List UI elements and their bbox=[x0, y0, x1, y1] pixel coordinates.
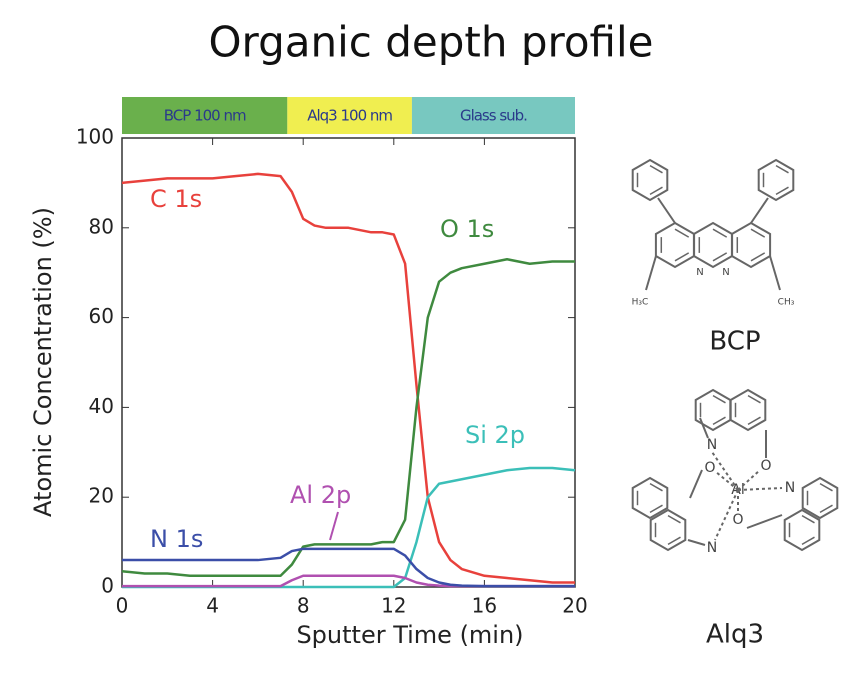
atom-label: N bbox=[722, 267, 729, 278]
double-bond bbox=[649, 504, 663, 514]
x-tick-label: 4 bbox=[206, 594, 219, 618]
double-bond bbox=[801, 514, 815, 524]
x-tick-label: 12 bbox=[381, 594, 406, 618]
chart-title: Organic depth profile bbox=[209, 18, 654, 67]
atom-label: N bbox=[707, 437, 717, 453]
layer-band bbox=[411, 97, 575, 134]
double-bond bbox=[674, 228, 690, 238]
double-bond bbox=[747, 394, 761, 404]
double-bond bbox=[801, 536, 815, 546]
double-bond bbox=[775, 164, 789, 174]
bond bbox=[699, 417, 709, 439]
ring bbox=[729, 388, 767, 432]
layer-label: BCP 100 nm bbox=[164, 107, 246, 125]
ring bbox=[631, 476, 669, 520]
series-line bbox=[121, 257, 575, 578]
bond bbox=[657, 197, 676, 224]
bond bbox=[746, 514, 783, 529]
series-label: Al 2p bbox=[290, 481, 351, 509]
double-bond bbox=[667, 536, 681, 546]
ring bbox=[730, 221, 772, 269]
bond bbox=[769, 255, 781, 291]
y-tick-label: 20 bbox=[89, 484, 114, 508]
double-bond bbox=[712, 394, 726, 404]
ring bbox=[757, 158, 795, 202]
ring bbox=[631, 158, 669, 202]
series-label: C 1s bbox=[150, 185, 202, 213]
double-bond bbox=[712, 252, 728, 262]
atom-label: N bbox=[696, 267, 703, 278]
double-bond bbox=[667, 514, 681, 524]
y-tick-label: 80 bbox=[89, 214, 114, 238]
bond bbox=[687, 539, 706, 546]
series-label: O 1s bbox=[440, 215, 494, 243]
y-tick-label: 100 bbox=[76, 125, 114, 149]
double-bond bbox=[712, 416, 726, 426]
bond bbox=[737, 469, 761, 491]
layer-label: Glass sub. bbox=[460, 107, 527, 125]
bond bbox=[715, 471, 739, 491]
layer-band bbox=[287, 97, 412, 134]
atom-label: CH₃ bbox=[778, 298, 795, 308]
x-tick-label: 0 bbox=[116, 594, 129, 618]
double-bond bbox=[819, 504, 833, 514]
bond bbox=[750, 197, 769, 224]
molecule-name: Alq3 bbox=[706, 620, 764, 650]
atom-label: H₃C bbox=[632, 298, 649, 308]
y-tick-label: 40 bbox=[89, 394, 114, 418]
x-tick-label: 8 bbox=[297, 594, 310, 618]
series-line bbox=[121, 172, 575, 584]
double-bond bbox=[712, 228, 728, 238]
y-tick-label: 0 bbox=[101, 574, 114, 598]
layer-label: Alq3 100 nm bbox=[307, 107, 392, 125]
ring bbox=[649, 508, 687, 552]
atom-label: O bbox=[704, 460, 715, 476]
double-bond bbox=[819, 482, 833, 492]
x-axis-label: Sputter Time (min) bbox=[296, 621, 523, 649]
series-label: Si 2p bbox=[465, 421, 525, 449]
molecule-name: BCP bbox=[709, 327, 760, 357]
ring bbox=[783, 508, 821, 552]
bond bbox=[645, 255, 657, 291]
series-label: N 1s bbox=[150, 525, 203, 553]
series-line bbox=[122, 547, 575, 588]
double-bond bbox=[747, 416, 761, 426]
double-bond bbox=[775, 186, 789, 196]
double-bond bbox=[750, 228, 766, 238]
bond bbox=[737, 487, 783, 491]
atom-label: O bbox=[732, 512, 743, 528]
layer-band bbox=[122, 97, 288, 134]
ring bbox=[801, 476, 839, 520]
bond bbox=[689, 469, 703, 499]
y-tick-label: 60 bbox=[89, 304, 114, 328]
double-bond bbox=[649, 482, 663, 492]
double-bond bbox=[674, 252, 690, 262]
label-leader bbox=[329, 511, 339, 541]
double-bond bbox=[750, 252, 766, 262]
x-tick-label: 16 bbox=[472, 594, 497, 618]
atom-label: N bbox=[785, 480, 795, 496]
bond bbox=[711, 451, 739, 491]
double-bond bbox=[649, 186, 663, 196]
x-tick-label: 20 bbox=[562, 594, 587, 618]
atom-label: O bbox=[760, 458, 771, 474]
double-bond bbox=[649, 164, 663, 174]
atom-label: N bbox=[707, 540, 717, 556]
y-axis-label: Atomic Concentration (%) bbox=[29, 207, 57, 517]
